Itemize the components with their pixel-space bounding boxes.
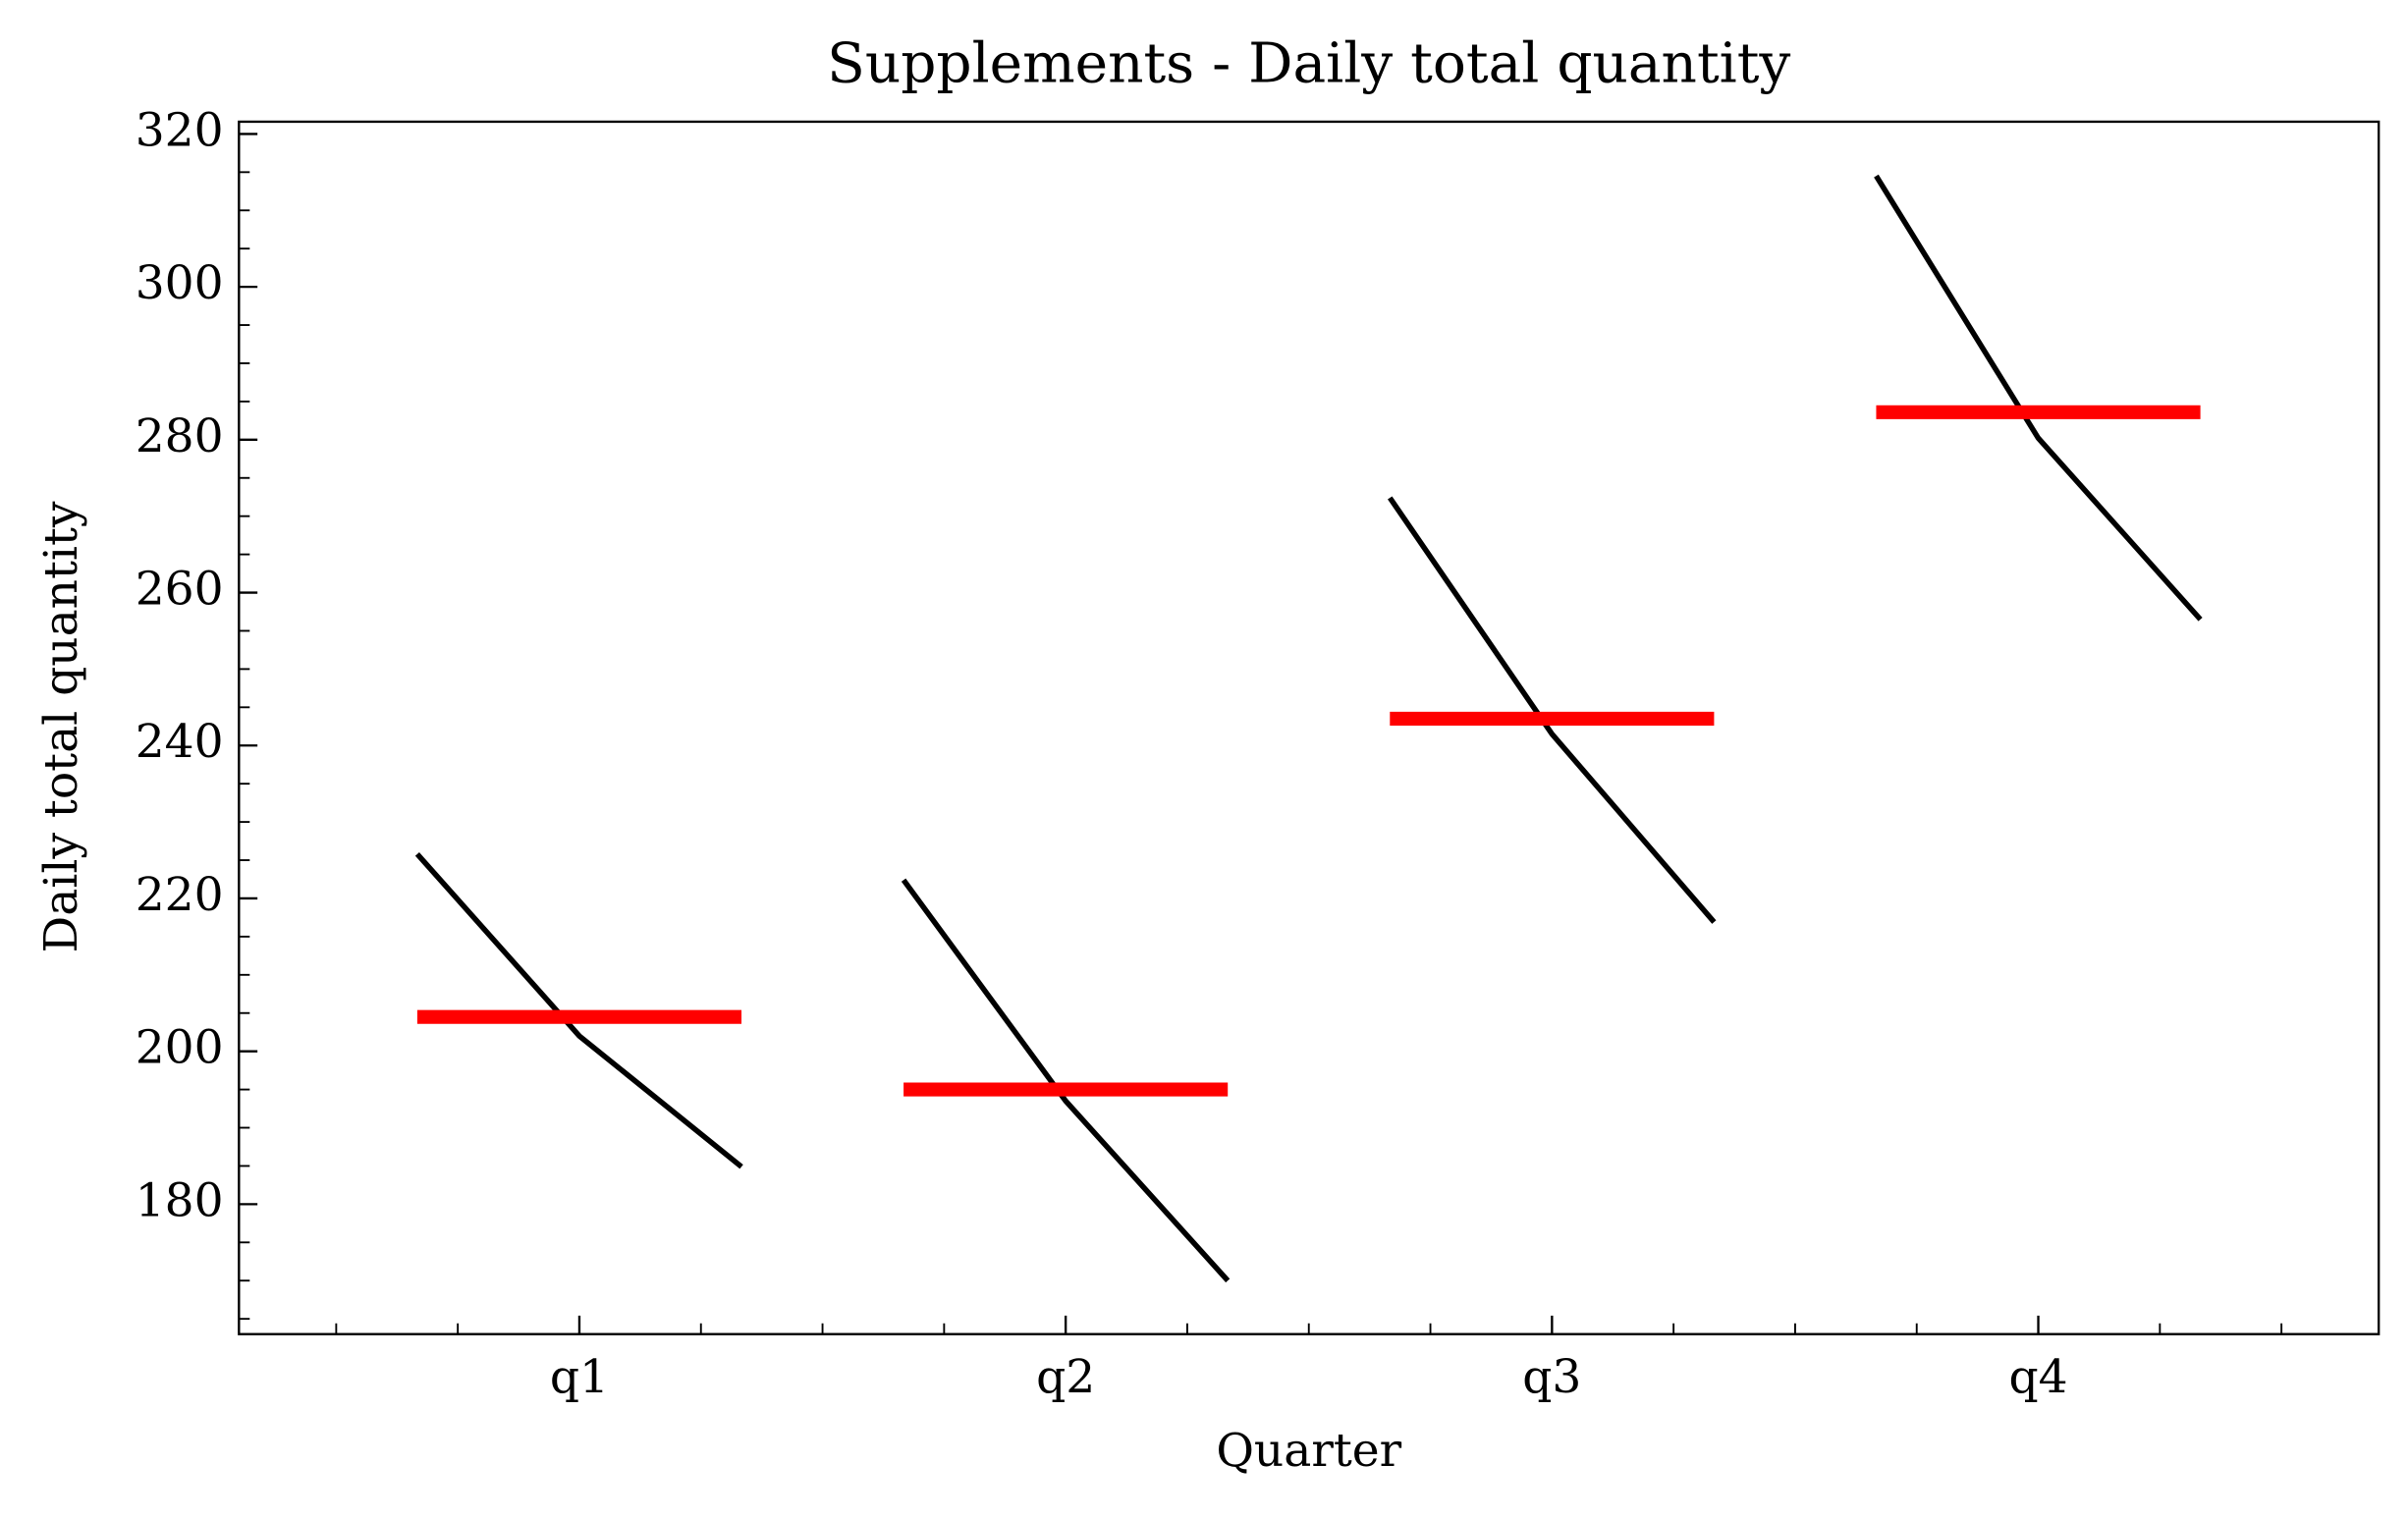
- y-tick-label: 200: [136, 1021, 224, 1075]
- y-tick-label: 240: [136, 715, 224, 769]
- x-axis-label: Quarter: [1216, 1424, 1401, 1478]
- x-tick-label: q1: [550, 1350, 609, 1404]
- y-tick-label: 320: [136, 103, 224, 157]
- chart-title: Supplements - Daily total quantity: [827, 32, 1790, 96]
- y-axis-label: Daily total quantity: [34, 501, 88, 952]
- quarter-line: [901, 878, 1231, 1283]
- y-tick-label: 180: [136, 1173, 224, 1227]
- x-tick-label: q4: [2008, 1350, 2067, 1404]
- x-tick-label: q3: [1522, 1350, 1581, 1404]
- quarter-line: [1388, 496, 1717, 924]
- x-tick-label: q2: [1036, 1350, 1095, 1404]
- y-tick-label: 220: [136, 868, 224, 922]
- quarter-line: [1874, 174, 2203, 622]
- y-tick-label: 260: [136, 563, 224, 617]
- quarter-line: [414, 851, 743, 1169]
- y-tick-label: 280: [136, 409, 224, 463]
- y-tick-label: 300: [136, 256, 224, 310]
